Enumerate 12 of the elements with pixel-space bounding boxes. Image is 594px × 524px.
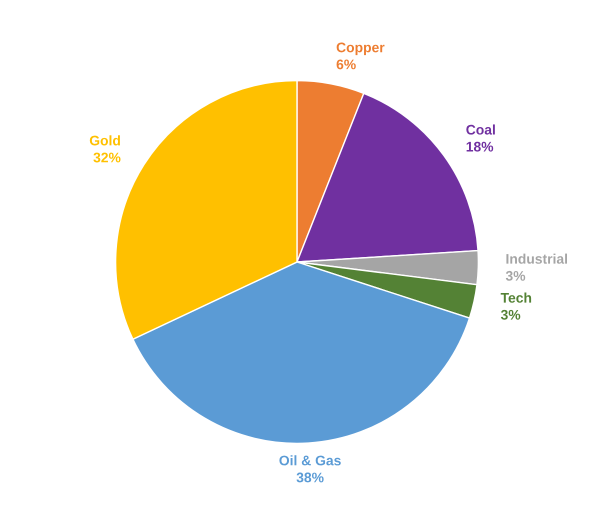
slice-label: Coal bbox=[466, 124, 495, 135]
slice-label: Oil & Gas bbox=[279, 455, 341, 466]
data-label: 18% bbox=[466, 142, 494, 152]
data-label: 38% bbox=[296, 472, 324, 482]
slice-label: Tech bbox=[500, 292, 532, 303]
data-label: 3% bbox=[506, 270, 526, 281]
data-label: 3% bbox=[500, 310, 520, 320]
slice-label: Gold bbox=[90, 135, 120, 146]
data-label: 32% bbox=[93, 152, 121, 162]
data-label: 6% bbox=[336, 59, 356, 70]
slice-label: Copper bbox=[336, 42, 384, 56]
slice-label: Industrial bbox=[506, 254, 568, 264]
